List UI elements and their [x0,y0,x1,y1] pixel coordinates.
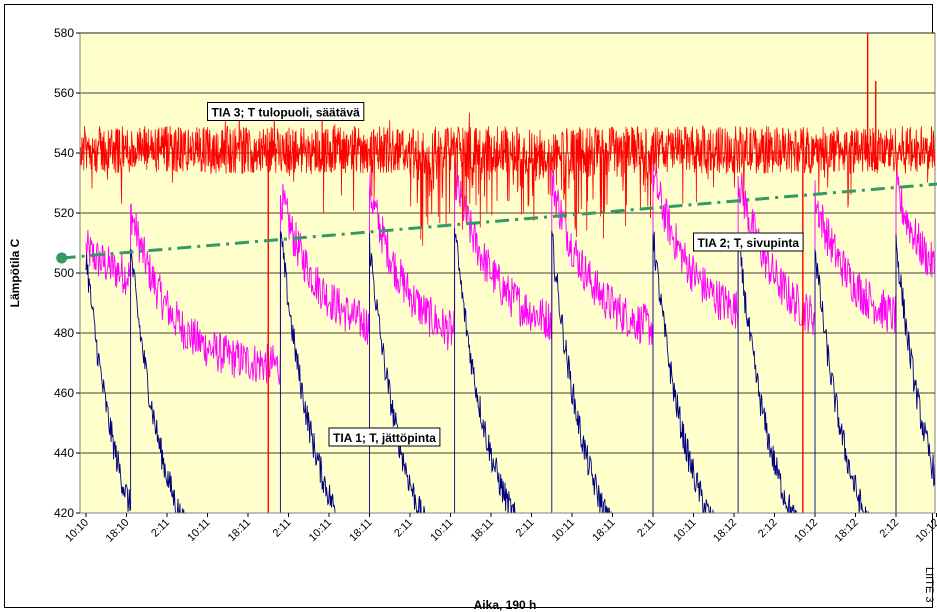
annotation-label: TIA 3; T tulopuoli, säätävä [207,102,365,121]
series-tia2-line [85,155,935,385]
y-tick-labels: 420 440 460 480 500 520 540 560 580 [54,26,74,520]
annotation-text: TIA 3; T tulopuoli, säätävä [212,106,361,120]
annotation-box [693,232,804,252]
annotation-text: TIA 2; T, sivupinta [698,236,800,250]
trend-start-marker [56,252,68,264]
y-tick-label: 560 [54,86,74,100]
y-tick-label: 520 [54,206,74,220]
series-tia3-line [80,104,935,246]
y-axis-label: Lämpötila C [8,238,22,307]
x-axis-label: Aika, 190 h [474,598,537,612]
y-tick-label: 500 [54,266,74,280]
y-tick-label: 460 [54,386,74,400]
annotation-label: TIA 2; T, sivupinta [693,232,804,252]
y-tick-label: 480 [54,326,74,340]
gridlines [80,32,935,514]
y-tick-label: 580 [54,26,74,40]
trend-line [61,182,937,260]
annotation-box [207,102,365,121]
y-tick-label: 540 [54,146,74,160]
y-tick-label: 420 [54,506,74,520]
annotations: TIA 3; T tulopuoli, säätävä TIA 2; T, siv… [207,102,804,447]
side-label: LIITE 3 [923,567,935,602]
annotation-box [328,427,441,447]
series-tia1-line [85,228,935,513]
annotation-label: TIA 1; T, jättöpinta [328,427,441,447]
axes [76,32,937,517]
y-tick-label: 440 [54,446,74,460]
annotation-text: TIA 1; T, jättöpinta [333,431,436,445]
